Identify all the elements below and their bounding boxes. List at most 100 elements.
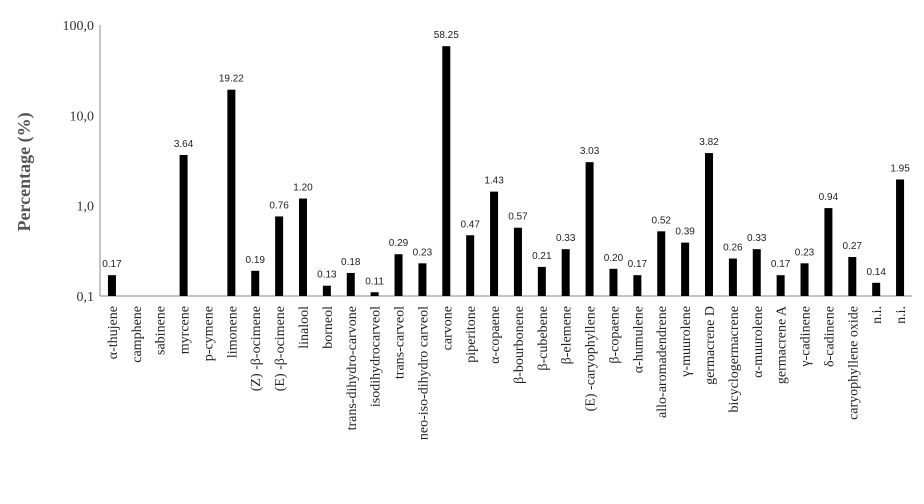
category-label: carvone xyxy=(440,306,455,350)
bar xyxy=(896,179,905,296)
bar xyxy=(728,258,737,296)
data-label: 0.20 xyxy=(604,253,624,264)
category-label: (E) -caryophyllene xyxy=(584,306,599,411)
category-label: α-copaene xyxy=(488,306,503,364)
data-label: 58.25 xyxy=(434,30,459,41)
category-label: β-cubebene xyxy=(536,306,551,371)
data-label: 0.33 xyxy=(556,233,576,244)
bars xyxy=(107,46,905,296)
category-label: p-cymene xyxy=(201,306,216,361)
data-label: 1.95 xyxy=(890,163,910,174)
y-tick-label: 1,0 xyxy=(77,200,95,215)
data-label: 0.76 xyxy=(269,200,289,211)
category-label: allo-aromadendrene xyxy=(655,306,670,418)
category-labels: α-thujene camphene sabinene myrcene p-cymene… xyxy=(106,305,909,440)
data-label: 0.18 xyxy=(341,257,361,268)
data-label: 1.20 xyxy=(293,183,313,194)
bar xyxy=(275,216,284,296)
data-label: 0.23 xyxy=(795,247,815,258)
bar xyxy=(872,282,881,296)
category-label: limonene xyxy=(225,306,240,358)
category-label: β-copaene xyxy=(607,306,622,364)
data-labels: 0.17 3.64 19.22 0.19 0.76 1.20 0.13 0.18 0.11 0.2… xyxy=(102,30,910,287)
bar xyxy=(418,263,427,296)
category-label: α-humulene xyxy=(631,306,646,373)
bar xyxy=(848,257,857,296)
bar xyxy=(633,275,642,296)
data-label: 0.17 xyxy=(771,259,791,270)
data-label: 0.33 xyxy=(747,233,767,244)
data-label: 0.57 xyxy=(508,212,528,223)
bar xyxy=(179,154,188,296)
category-label: trans-carveol xyxy=(393,306,408,379)
bar xyxy=(705,153,713,296)
y-tick-label: 10,0 xyxy=(70,109,95,124)
y-tick-label: 0,1 xyxy=(77,290,95,305)
bar xyxy=(251,270,260,296)
bar xyxy=(107,275,116,296)
bar xyxy=(490,191,499,296)
data-label: 0.29 xyxy=(389,238,409,249)
bar xyxy=(537,266,546,296)
data-label: 0.13 xyxy=(317,270,337,281)
bar xyxy=(585,162,594,296)
bar xyxy=(513,227,522,296)
bar xyxy=(370,292,379,296)
y-tick-label: 100,0 xyxy=(63,19,95,34)
data-label: 3.03 xyxy=(580,146,600,157)
category-label: piperitone xyxy=(464,306,479,363)
data-label: 0.52 xyxy=(652,215,672,226)
data-label: 0.27 xyxy=(843,241,863,252)
category-label: (E) -β-ocimene xyxy=(273,306,288,391)
bar xyxy=(657,231,666,296)
data-label: 0.23 xyxy=(413,247,433,258)
category-label: α-muurolene xyxy=(751,306,766,378)
data-label: 0.19 xyxy=(246,255,266,266)
bar xyxy=(346,272,355,296)
bar xyxy=(776,275,785,296)
data-label: 1.43 xyxy=(484,176,504,187)
data-label: 0.47 xyxy=(460,219,480,230)
category-label: γ-cadinene xyxy=(799,306,814,368)
bar xyxy=(824,208,833,296)
y-axis-title: Percentage (%) xyxy=(14,112,35,231)
y-tick-labels: 0,1 1,0 10,0 100,0 xyxy=(63,19,95,305)
category-label: sabinene xyxy=(154,306,169,355)
category-label: (Z) -β-ocimene xyxy=(249,306,264,391)
category-label: neo-iso-dihydro carveol xyxy=(416,306,431,440)
data-label: 0.17 xyxy=(628,259,648,270)
data-label: 0.14 xyxy=(866,267,886,278)
bar xyxy=(227,89,236,296)
category-label: borneol xyxy=(321,306,336,349)
category-label: linalool xyxy=(297,306,312,349)
category-label: β-elemene xyxy=(560,306,575,364)
bar xyxy=(466,235,475,296)
category-label: isodihydrocarveol xyxy=(369,306,384,407)
category-label: germacrene A xyxy=(775,305,790,384)
data-label: 0.11 xyxy=(365,276,384,287)
data-label: 0.94 xyxy=(819,192,839,203)
y-axis: 0,1 1,0 10,0 100,0 xyxy=(63,19,101,305)
bar xyxy=(394,254,403,296)
bar xyxy=(609,268,618,296)
category-label: β-bourbonene xyxy=(512,306,527,384)
data-label: 3.64 xyxy=(174,139,194,150)
bar xyxy=(322,285,331,296)
category-label: n.i. xyxy=(870,306,885,324)
category-label: γ-muurolene xyxy=(679,306,694,378)
bar xyxy=(800,263,809,296)
category-label: germacrene D xyxy=(703,306,718,385)
data-label: 19.22 xyxy=(219,74,244,85)
category-label: camphene xyxy=(130,306,145,363)
category-label: caryophyllene oxide xyxy=(846,306,861,420)
category-label: δ-cadinene xyxy=(822,306,837,367)
category-label: n.i. xyxy=(894,306,909,324)
data-label: 0.17 xyxy=(102,259,122,270)
bar xyxy=(752,249,761,296)
category-label: α-thujene xyxy=(106,306,121,359)
data-label: 3.82 xyxy=(699,137,719,148)
category-label: myrcene xyxy=(178,306,193,354)
category-label: trans-dihydro-carvone xyxy=(345,306,360,430)
data-label: 0.21 xyxy=(532,251,552,262)
